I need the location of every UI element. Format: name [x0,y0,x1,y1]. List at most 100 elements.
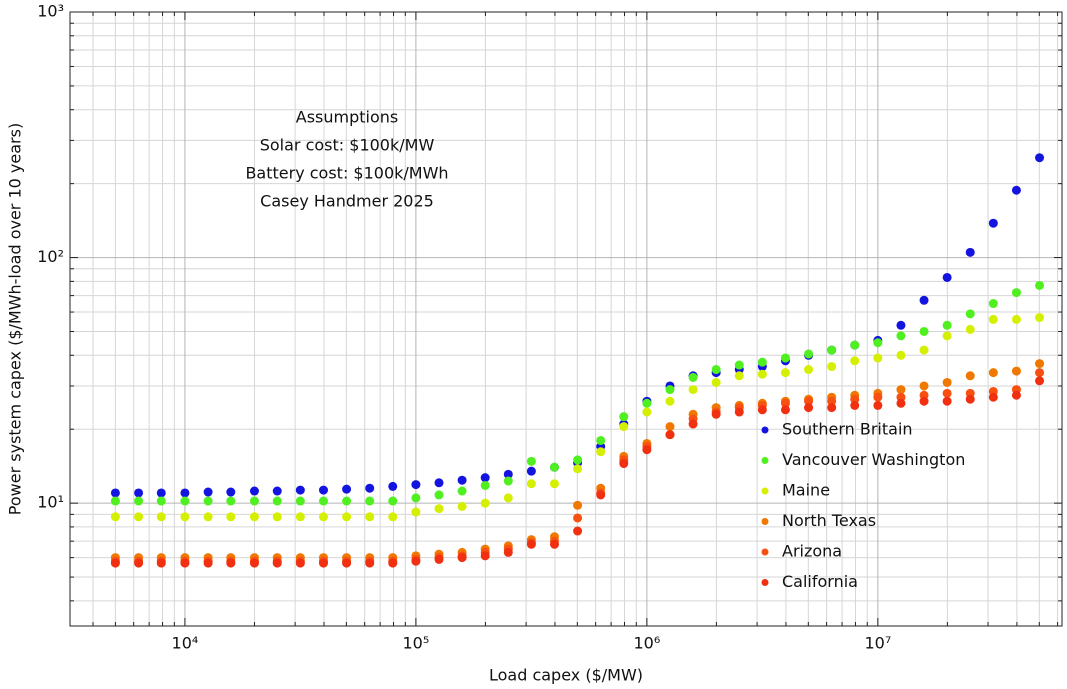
data-point [156,512,166,522]
data-point [365,558,375,568]
data-point [780,405,790,415]
data-point [642,445,652,455]
data-point [873,338,883,348]
legend-label: California [782,572,858,591]
data-point [1035,280,1045,290]
data-point [434,504,444,514]
data-point [988,218,998,228]
data-point [480,480,490,490]
data-point [665,430,675,440]
data-point [249,496,259,506]
data-point [249,512,259,522]
data-point [919,295,929,305]
data-point [665,422,675,432]
data-point [180,512,190,522]
data-point [734,360,744,370]
data-point [342,496,352,506]
data-point [965,394,975,404]
data-point [919,326,929,336]
data-point [573,455,583,465]
data-point [942,331,952,341]
data-point [249,486,259,496]
data-point [942,320,952,330]
data-point [573,513,583,523]
data-point [295,485,305,495]
data-point [665,396,675,406]
data-point [850,400,860,410]
data-point [1035,359,1045,369]
data-point [827,403,837,413]
x-axis-label: Load capex ($/MW) [489,666,643,685]
data-point [1011,314,1021,324]
data-point [619,422,629,432]
data-point [365,496,375,506]
data-point [110,558,120,568]
legend-marker [761,548,769,556]
data-point [388,481,398,491]
data-point [388,558,398,568]
data-point [850,356,860,366]
data-point [411,480,421,490]
annotation: Casey Handmer 2025 [260,192,434,211]
data-point [919,345,929,355]
data-point [873,400,883,410]
legend-marker [761,426,769,434]
data-point [365,512,375,522]
annotation: Battery cost: $100k/MWh [245,164,448,183]
data-point [457,486,467,496]
data-point [873,392,883,402]
data-point [180,488,190,498]
data-point [988,314,998,324]
data-point [526,539,536,549]
data-point [180,496,190,506]
data-point [965,371,975,381]
data-point [804,365,814,375]
legend-label: Southern Britain [782,420,913,439]
data-point [573,526,583,536]
data-point [272,486,282,496]
data-point [780,398,790,408]
data-point [827,362,837,372]
data-point [203,512,213,522]
legend-marker [761,487,769,495]
data-point [434,490,444,500]
data-point [1011,185,1021,195]
data-point [919,396,929,406]
data-point [1011,390,1021,400]
data-point [503,493,513,503]
data-point [850,340,860,350]
data-point [226,558,236,568]
data-point [573,464,583,474]
data-point [596,490,606,500]
data-point [503,469,513,479]
data-point [480,473,490,483]
x-tick-label: 10⁵ [403,634,430,653]
data-point [780,353,790,363]
data-point [642,407,652,417]
data-point [503,547,513,557]
data-point [295,512,305,522]
data-point [988,392,998,402]
data-point [110,488,120,498]
data-point [318,485,328,495]
data-point [711,365,721,375]
data-point [526,479,536,489]
legend-marker [761,579,769,586]
data-point [318,496,328,506]
data-point [804,396,814,406]
data-point [780,368,790,378]
data-point [526,456,536,466]
data-point [1011,288,1021,298]
data-point [757,357,767,367]
data-point [827,345,837,355]
data-point [942,377,952,387]
data-point [619,459,629,469]
data-point [665,385,675,395]
y-tick-label: 10³ [37,2,64,21]
data-point [1011,366,1021,376]
x-tick-label: 10⁶ [633,634,660,653]
data-point [503,476,513,486]
data-point [156,488,166,498]
legend-label: North Texas [782,511,876,530]
data-point [757,405,767,415]
